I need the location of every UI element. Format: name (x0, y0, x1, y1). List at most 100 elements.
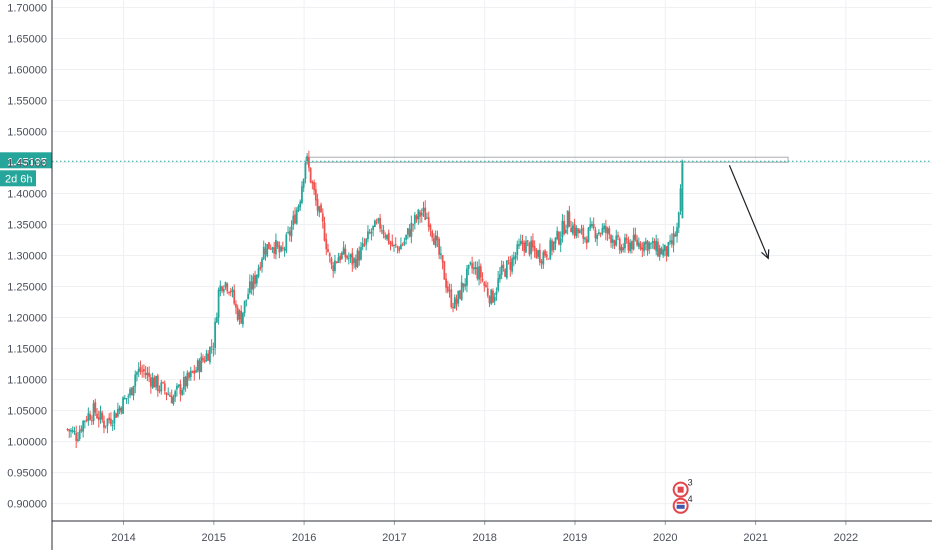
event-markers[interactable]: 34 (672, 478, 693, 514)
candle-body (78, 430, 81, 439)
candle-body (620, 247, 623, 252)
candle-body (236, 307, 239, 320)
candle-body (245, 299, 248, 301)
candle-body (316, 199, 319, 211)
candle-body (351, 252, 354, 265)
candle-body (681, 161, 684, 219)
candle-body (202, 357, 204, 361)
candle-body (228, 292, 230, 294)
candle-body (516, 244, 519, 256)
candle-body (387, 232, 390, 244)
candle-body (99, 411, 102, 419)
candle-body (137, 368, 140, 373)
candle-body (302, 179, 305, 188)
candle-body (427, 217, 430, 227)
candle-body (238, 310, 241, 320)
candle-body (307, 157, 310, 168)
candle-body (262, 246, 265, 260)
candle-body (526, 240, 529, 242)
candle-body (116, 408, 119, 417)
candle-body (92, 403, 95, 422)
candle-body (207, 353, 210, 361)
candle-body (422, 207, 425, 212)
candle-body (450, 289, 453, 308)
candle-body (73, 430, 76, 432)
candle-body (594, 229, 597, 239)
candle-body (589, 224, 592, 229)
candle-body (156, 375, 159, 392)
candle-body (104, 425, 107, 427)
candle-body (478, 266, 480, 280)
x-tick-label: 2015 (202, 532, 226, 544)
candle-body (174, 391, 177, 398)
candle-body (215, 317, 218, 323)
candle-body (219, 285, 222, 292)
candle-body (274, 240, 277, 255)
candle-body (257, 268, 260, 277)
candle-body (561, 220, 564, 238)
candle-body (269, 248, 272, 250)
candle-body (358, 251, 361, 261)
candle-body (439, 253, 442, 255)
candle-body (565, 229, 567, 233)
candle-body (248, 281, 251, 293)
candle-body (108, 417, 111, 420)
candle-body (493, 296, 496, 302)
candle-body (205, 353, 208, 362)
y-tick-label: 1.30000 (7, 251, 47, 263)
candle-body (403, 241, 406, 245)
candle-body (632, 235, 635, 250)
candle-body (674, 234, 677, 237)
candle-body (512, 256, 515, 260)
candle-body (556, 230, 559, 239)
candle-body (172, 397, 175, 405)
candle-body (330, 258, 333, 265)
y-tick-label: 1.60000 (7, 64, 47, 76)
candle-body (597, 232, 600, 235)
candle-body (373, 220, 376, 227)
candle-body (511, 258, 513, 272)
candle-body (615, 235, 618, 246)
candle-body (662, 249, 665, 256)
arrow-head (761, 249, 770, 260)
candle-body (261, 258, 263, 268)
candle-body (149, 377, 152, 387)
x-tick-label: 2019 (563, 532, 587, 544)
last-price-line: 1.45195 2d 6h (0, 152, 932, 187)
candle-body (217, 289, 220, 318)
candle-body (603, 225, 606, 230)
candle-body (571, 225, 574, 234)
candle-body (634, 234, 637, 240)
candle-body (132, 385, 135, 396)
candle-body (276, 241, 279, 247)
candle-body (570, 227, 573, 233)
candle-body (332, 265, 335, 272)
candle-body (167, 394, 170, 396)
candle-body (179, 384, 182, 395)
candle-body (469, 262, 472, 264)
candle-body (134, 374, 137, 387)
candle-body (610, 235, 612, 243)
candle-body (578, 230, 581, 234)
candle-body (504, 269, 507, 277)
x-tick-label: 2021 (743, 532, 767, 544)
candle-body (304, 162, 307, 179)
candle-body (499, 274, 501, 280)
candle-body (186, 372, 189, 387)
candle-body (443, 261, 446, 280)
projection-arrow (728, 165, 770, 260)
candle-body (196, 360, 199, 371)
candle-body (340, 252, 343, 259)
candle-body (290, 226, 293, 237)
candle-body (125, 398, 128, 400)
y-tick-label: 1.70000 (7, 2, 47, 14)
candle-body (434, 235, 437, 247)
y-tick-label: 1.15000 (7, 344, 47, 356)
candle-body (280, 246, 283, 252)
candle-body (568, 211, 571, 227)
candle-body (622, 247, 625, 250)
candle-body (629, 242, 632, 252)
candle-body (400, 244, 402, 250)
